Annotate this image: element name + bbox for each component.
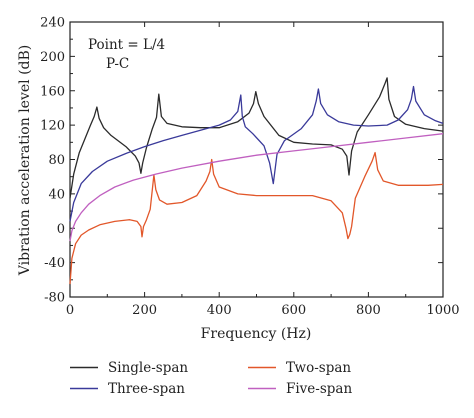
annotation-point: Point = L/4 xyxy=(88,37,165,53)
x-tick-label: 200 xyxy=(132,303,157,318)
annotation-case: P-C xyxy=(106,56,129,72)
x-axis-title: Frequency (Hz) xyxy=(201,326,312,342)
x-tick-label: 600 xyxy=(281,303,306,318)
y-tick-label: -40 xyxy=(44,256,65,271)
y-tick-label: 160 xyxy=(40,84,65,99)
y-tick-label: 0 xyxy=(57,222,65,237)
annotation-point-text: Point = L/4 xyxy=(88,37,165,53)
y-tick-label: 120 xyxy=(40,119,65,134)
y-axis-title: Vibration acceleration level (dB) xyxy=(17,45,33,277)
series-line-two-span xyxy=(69,151,444,285)
x-tick-label: 0 xyxy=(66,303,74,318)
legend-label-three-span: Three-span xyxy=(108,381,185,397)
legend: Single-span Two-span Three-span Five-span xyxy=(70,360,352,397)
series-lines xyxy=(69,77,444,285)
y-axis: -80 -40 0 40 80 120 160 200 240 xyxy=(40,16,443,306)
y-tick-label: 80 xyxy=(48,153,65,168)
series-line-five-span xyxy=(69,133,444,242)
series-line-three-span xyxy=(69,85,444,222)
legend-label-single-span: Single-span xyxy=(108,360,188,376)
y-tick-label: -80 xyxy=(44,291,65,306)
y-tick-label: 40 xyxy=(48,187,65,202)
y-tick-label: 200 xyxy=(40,50,65,65)
legend-label-five-span: Five-span xyxy=(286,381,352,397)
legend-label-two-span: Two-span xyxy=(286,360,351,376)
x-axis: 0 200 400 600 800 1000 xyxy=(66,22,460,318)
y-tick-label: 240 xyxy=(40,16,65,31)
x-tick-label: 400 xyxy=(207,303,232,318)
x-tick-label: 800 xyxy=(356,303,381,318)
series-line-single-span xyxy=(69,77,444,199)
x-tick-label: 1000 xyxy=(426,303,459,318)
